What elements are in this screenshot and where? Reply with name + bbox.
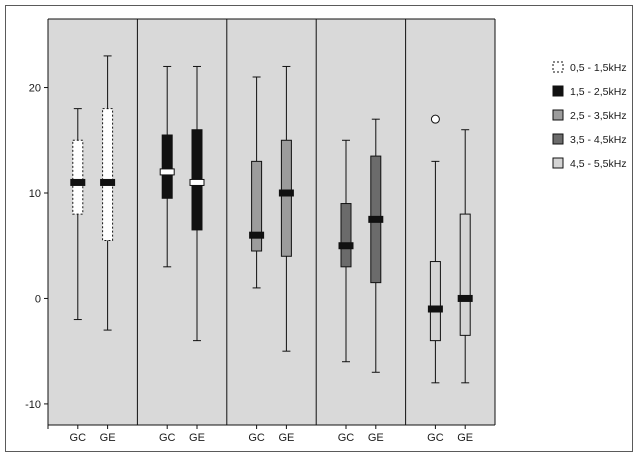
box (72, 139, 84, 215)
median-marker (100, 178, 116, 186)
box (161, 134, 173, 199)
legend: 0,5 - 1,5kHz 1,5 - 2,5kHz 2,5 - 3,5kHz 3,5 … (552, 61, 627, 170)
series-group: GC GE (338, 118, 384, 444)
series-group: GC GE (159, 65, 205, 444)
panel-background (316, 19, 406, 425)
y-tick-label: 0 (35, 293, 41, 305)
category-label: GC (248, 432, 265, 444)
y-tick-label: 10 (29, 188, 41, 200)
legend-swatch (552, 133, 564, 145)
outlier-point (430, 114, 440, 124)
median-marker (338, 242, 354, 250)
median-marker (249, 231, 265, 239)
median-marker (457, 294, 473, 302)
series-group: GC GE (427, 114, 473, 444)
legend-swatch (552, 85, 564, 97)
box (251, 160, 263, 252)
median-marker (159, 168, 175, 176)
panel-group (48, 19, 495, 425)
legend-label: 0,5 - 1,5kHz (570, 62, 627, 74)
box (102, 108, 114, 241)
series-group: GC GE (70, 55, 116, 444)
median-marker (368, 215, 384, 223)
median-marker (189, 178, 205, 186)
panel-background (48, 19, 138, 425)
box (280, 139, 292, 257)
box (340, 203, 352, 268)
box (429, 261, 441, 342)
category-label: GC (338, 432, 355, 444)
y-tick-label: 20 (29, 83, 41, 95)
legend-swatch (552, 109, 564, 121)
panel-background (226, 19, 317, 425)
legend-label: 3,5 - 4,5kHz (570, 134, 627, 146)
legend-label: 2,5 - 3,5kHz (570, 110, 627, 122)
category-label: GC (159, 432, 176, 444)
median-marker (427, 305, 443, 313)
category-label: GE (189, 432, 205, 444)
category-label: GC (427, 432, 444, 444)
median-marker (278, 189, 294, 197)
category-label: GE (457, 432, 473, 444)
legend-swatch (552, 61, 564, 73)
panel-background (405, 19, 495, 425)
median-marker (70, 178, 86, 186)
y-tick-label: -10 (25, 399, 41, 411)
category-label: GE (100, 432, 116, 444)
legend-swatch (552, 157, 564, 169)
legend-label: 4,5 - 5,5kHz (570, 158, 627, 170)
series-group: GC GE (248, 65, 294, 444)
category-label: GE (368, 432, 384, 444)
category-label: GC (70, 432, 87, 444)
box (459, 213, 471, 336)
panel-background (137, 19, 227, 425)
legend-label: 1,5 - 2,5kHz (570, 86, 627, 98)
category-label: GE (278, 432, 294, 444)
